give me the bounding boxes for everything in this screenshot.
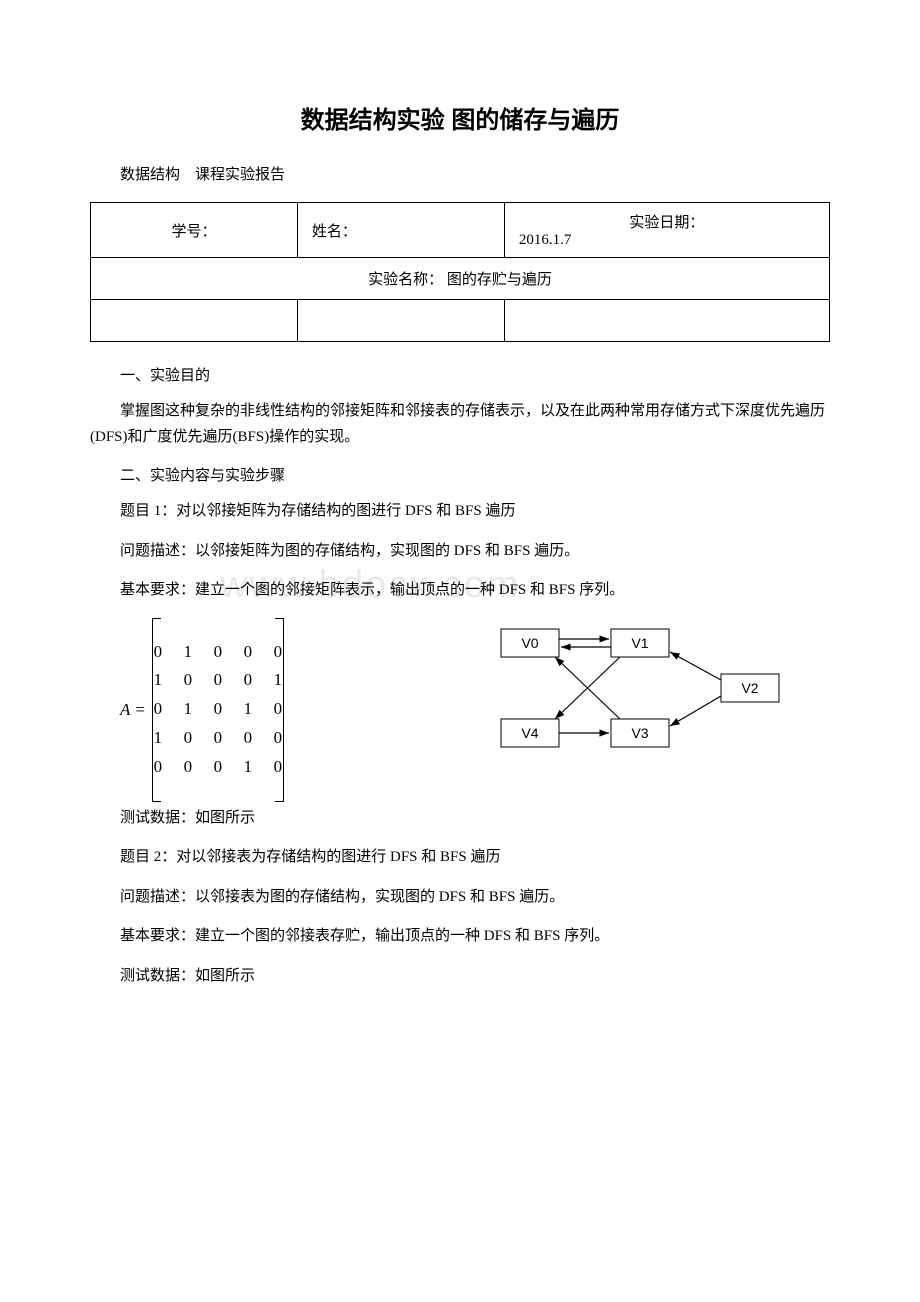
date-value: 2016.1.7 — [519, 232, 572, 248]
student-id-cell: 学号： — [91, 203, 298, 258]
graph-node-label: V4 — [521, 725, 538, 741]
matrix-cell: 0 — [182, 724, 194, 753]
graph-node-label: V1 — [631, 635, 648, 651]
matrix-cell: 0 — [152, 638, 164, 667]
matrix-cell: 0 — [272, 695, 284, 724]
matrix-label: A = — [120, 700, 146, 720]
matrix-cell: 0 — [242, 638, 254, 667]
topic-2-req: 基本要求：建立一个图的邻接表存贮，输出顶点的一种 DFS 和 BFS 序列。 — [90, 924, 830, 950]
empty-cell — [504, 300, 829, 342]
topic-1-test: 测试数据：如图所示 — [90, 806, 830, 832]
section-1-title: 一、实验目的 — [90, 364, 830, 385]
matrix-cell: 1 — [152, 724, 164, 753]
experiment-name-cell: 实验名称： 图的存贮与遍历 — [91, 258, 830, 300]
info-table: 学号： 姓名： 实验日期： 2016.1.7 实验名称： 图的存贮与遍历 — [90, 202, 830, 342]
matrix-cell: 0 — [212, 695, 224, 724]
graph-diagram: V0 V1 V2 V3 V4 — [410, 618, 830, 768]
graph-node-label: V0 — [521, 635, 538, 651]
empty-cell — [297, 300, 504, 342]
matrix-cell: 0 — [272, 638, 284, 667]
topic-2-test: 测试数据：如图所示 — [90, 964, 830, 990]
matrix-cell: 0 — [152, 695, 164, 724]
table-row: 实验名称： 图的存贮与遍历 — [91, 258, 830, 300]
topic-1-title: 题目 1：对以邻接矩阵为存储结构的图进行 DFS 和 BFS 遍历 — [90, 499, 830, 525]
matrix-cell: 1 — [242, 753, 254, 782]
matrix-cell: 0 — [242, 666, 254, 695]
graph-node-label: V3 — [631, 725, 648, 741]
graph-edge — [670, 652, 721, 680]
matrix-row: 01010 — [152, 695, 284, 724]
table-row: 学号： 姓名： 实验日期： 2016.1.7 — [91, 203, 830, 258]
matrix-cell: 0 — [242, 724, 254, 753]
matrix-cell: 0 — [212, 638, 224, 667]
matrix-cell: 0 — [182, 666, 194, 695]
matrix-cell: 1 — [182, 695, 194, 724]
subtitle: 数据结构 课程实验报告 — [90, 163, 830, 184]
section-1-body: 掌握图这种复杂的非线性结构的邻接矩阵和邻接表的存储表示，以及在此两种常用存储方式… — [90, 399, 830, 450]
graph-edge — [670, 696, 721, 726]
matrix-cell: 0 — [182, 753, 194, 782]
table-row — [91, 300, 830, 342]
figure-area: A = 0100010001010101000000010 V0V1V2V3V4 — [120, 618, 830, 788]
matrix-cell: 0 — [212, 753, 224, 782]
document-title: 数据结构实验 图的储存与遍历 — [90, 100, 830, 135]
matrix-cell: 1 — [152, 666, 164, 695]
empty-cell — [91, 300, 298, 342]
matrix-cell: 1 — [272, 666, 284, 695]
name-cell: 姓名： — [297, 203, 504, 258]
topic-1-req: 基本要求：建立一个图的邻接矩阵表示，输出顶点的一种 DFS 和 BFS 序列。 — [90, 578, 830, 604]
topic-2-desc: 问题描述：以邻接表为图的存储结构，实现图的 DFS 和 BFS 遍历。 — [90, 885, 830, 911]
matrix-row: 10001 — [152, 666, 284, 695]
topic-2-title: 题目 2：对以邻接表为存储结构的图进行 DFS 和 BFS 遍历 — [90, 845, 830, 871]
matrix-cell: 0 — [212, 724, 224, 753]
graph-node-label: V2 — [741, 680, 758, 696]
matrix-cell: 0 — [272, 753, 284, 782]
date-cell: 实验日期： 2016.1.7 — [504, 203, 829, 258]
matrix-cell: 1 — [242, 695, 254, 724]
adjacency-matrix: A = 0100010001010101000000010 — [120, 618, 284, 802]
matrix-row: 10000 — [152, 724, 284, 753]
matrix-cell: 0 — [152, 753, 164, 782]
matrix-cell: 1 — [182, 638, 194, 667]
section-2-title: 二、实验内容与实验步骤 — [90, 464, 830, 485]
matrix-row: 00010 — [152, 753, 284, 782]
matrix-cell: 0 — [212, 666, 224, 695]
matrix-row: 01000 — [152, 638, 284, 667]
matrix-cell: 0 — [272, 724, 284, 753]
date-label: 实验日期： — [519, 211, 815, 232]
topic-1-desc: 问题描述：以邻接矩阵为图的存储结构，实现图的 DFS 和 BFS 遍历。 — [90, 539, 830, 565]
